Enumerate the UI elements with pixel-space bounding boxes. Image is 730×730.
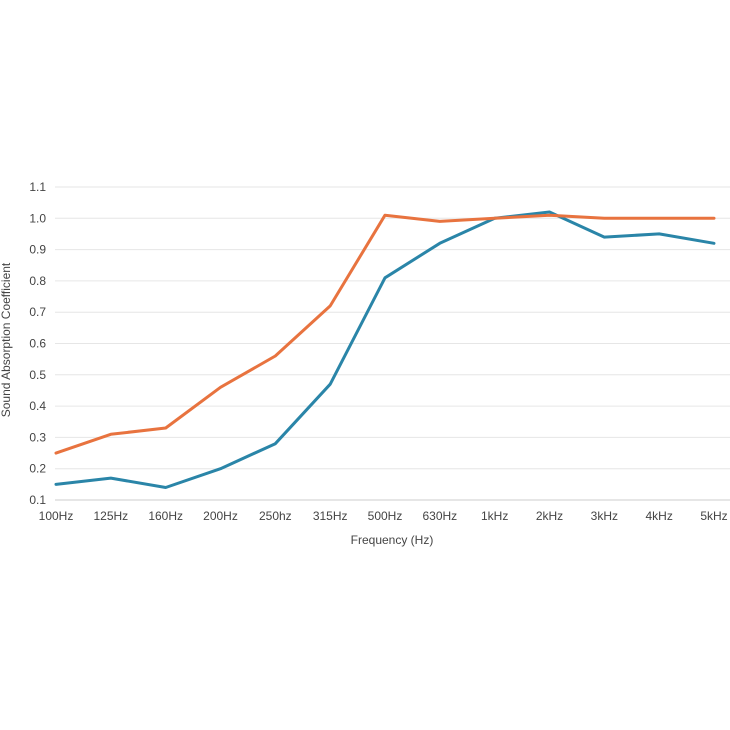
y-tick-label: 1.0 bbox=[29, 211, 46, 225]
y-tick-label: 0.3 bbox=[29, 430, 46, 444]
y-tick-label: 0.2 bbox=[29, 462, 46, 476]
x-tick-label: 100Hz bbox=[39, 509, 74, 523]
x-tick-label: 500Hz bbox=[368, 509, 403, 523]
x-tick-label: 200Hz bbox=[203, 509, 238, 523]
x-tick-label: 125Hz bbox=[93, 509, 128, 523]
x-tick-label: 630Hz bbox=[422, 509, 457, 523]
x-tick-label: 250hz bbox=[259, 509, 292, 523]
x-tick-labels: 100Hz 125Hz 160Hz 200Hz 250hz 315Hz 500Hz 630Hz… bbox=[39, 509, 728, 523]
x-tick-label: 2kHz bbox=[536, 509, 563, 523]
x-tick-label: 1kHz bbox=[481, 509, 508, 523]
gridlines bbox=[55, 186, 730, 501]
x-tick-label: 4kHz bbox=[645, 509, 672, 523]
y-tick-label: 0.4 bbox=[29, 399, 46, 413]
y-tick-label: 0.7 bbox=[29, 305, 46, 319]
y-tick-label: 0.1 bbox=[29, 493, 46, 507]
y-tick-labels: 0.1 0.2 0.3 0.4 0.5 0.6 0.7 0.8 0.9 1.0 1.1 bbox=[29, 180, 46, 507]
x-tick-label: 3kHz bbox=[591, 509, 618, 523]
y-tick-label: 0.9 bbox=[29, 243, 46, 257]
y-tick-label: 0.6 bbox=[29, 337, 46, 351]
x-axis-title: Frequency (Hz) bbox=[351, 533, 434, 547]
x-tick-label: 5kHz bbox=[700, 509, 727, 523]
x-tick-label: 315Hz bbox=[313, 509, 348, 523]
series-line-1 bbox=[54, 213, 716, 455]
y-tick-label: 0.8 bbox=[29, 274, 46, 288]
y-tick-label: 1.1 bbox=[29, 180, 46, 194]
series-line-2 bbox=[54, 210, 716, 489]
series-lines bbox=[54, 210, 716, 489]
x-tick-label: 160Hz bbox=[148, 509, 183, 523]
y-axis-title: Sound Absorption Coefficient bbox=[0, 262, 13, 417]
y-tick-label: 0.5 bbox=[29, 368, 46, 382]
